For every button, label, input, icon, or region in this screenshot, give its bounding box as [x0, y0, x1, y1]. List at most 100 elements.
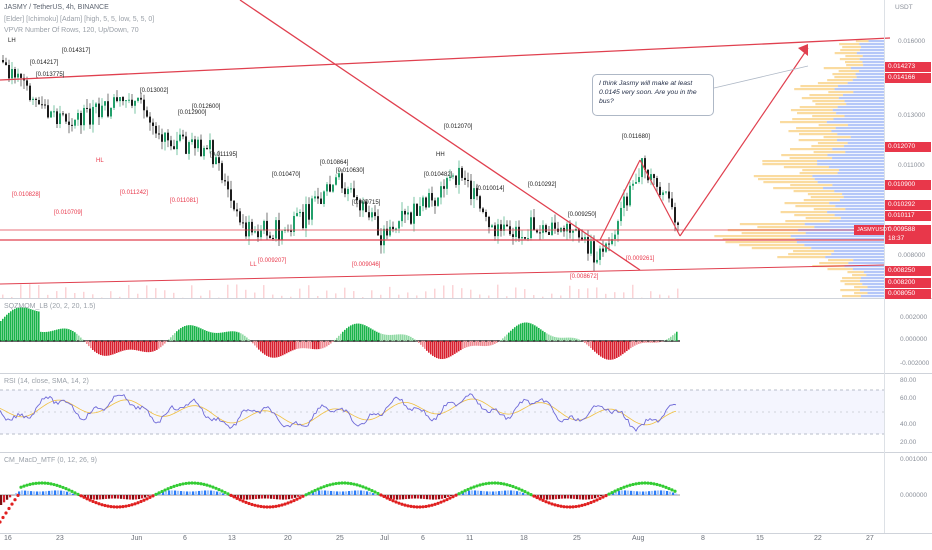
- macd-bar: [132, 495, 135, 500]
- momentum-title[interactable]: SQZMOM_LB (20, 2, 20, 1.5): [4, 303, 96, 310]
- candle-body: [188, 142, 190, 154]
- momentum-bar: [456, 341, 458, 353]
- macd-line-point: [310, 490, 314, 494]
- macd-line-point: [316, 487, 320, 491]
- momentum-bar: [302, 341, 304, 349]
- momentum-bar: [2, 318, 4, 341]
- macd-bar: [630, 490, 633, 495]
- squeeze-dot: [311, 340, 313, 342]
- pane-divider[interactable]: [0, 298, 932, 299]
- momentum-tick: 0.000000: [900, 336, 927, 343]
- volume-bar: [308, 285, 310, 298]
- price-chart[interactable]: [0, 0, 932, 298]
- macd-bar: [294, 495, 297, 498]
- macd-line-point: [193, 481, 197, 485]
- pane-divider[interactable]: [0, 373, 932, 374]
- vpvr-up-bar: [839, 43, 860, 46]
- candle-body: [248, 221, 250, 237]
- candle-body: [239, 211, 241, 223]
- pane-divider[interactable]: [0, 452, 932, 453]
- candle-body: [491, 225, 493, 228]
- macd-bar: [45, 491, 48, 495]
- momentum-bar: [80, 337, 82, 341]
- macd-line-point: [304, 493, 308, 497]
- macd-bar: [66, 491, 69, 495]
- momentum-bar: [130, 341, 132, 350]
- squeeze-dot: [119, 340, 121, 342]
- momentum-bar: [524, 322, 526, 341]
- momentum-bar: [38, 311, 40, 341]
- momentum-bar: [330, 341, 332, 344]
- macd-line-point: [259, 504, 263, 509]
- macd-line-point: [250, 502, 254, 507]
- macd-line-point: [313, 488, 317, 493]
- vpvr-up-bar: [834, 76, 857, 79]
- momentum-bar: [238, 332, 240, 341]
- momentum-bar: [360, 323, 362, 341]
- macd-bar: [15, 493, 18, 495]
- macd-line-point: [271, 505, 275, 509]
- momentum-bar: [188, 325, 190, 341]
- momentum-bar: [674, 333, 676, 341]
- momentum-bar: [496, 341, 498, 343]
- macd-bar: [96, 495, 99, 500]
- momentum-bar: [112, 341, 114, 355]
- time-tick: 6: [421, 535, 425, 542]
- vpvr-down-bar: [832, 148, 884, 151]
- price-scale[interactable]: USDT: [884, 0, 932, 533]
- macd-bar: [567, 495, 570, 499]
- macd-title[interactable]: CM_MacD_MTF (0, 12, 26, 9): [4, 457, 97, 464]
- macd-bar: [3, 495, 6, 503]
- price-pane[interactable]: I think Jasmy will make at least 0.0145 …: [0, 0, 932, 298]
- macd-line-point: [181, 482, 185, 486]
- rsi-title[interactable]: RSI (14, close, SMA, 14, 2): [4, 378, 89, 385]
- indicator-legend[interactable]: [Elder] [Ichimoku] [Adam] [high, 5, 5, l…: [4, 16, 155, 23]
- momentum-bar: [468, 341, 470, 347]
- momentum-bar: [26, 307, 28, 341]
- candle-body: [83, 107, 85, 126]
- candle-body: [155, 125, 157, 134]
- macd-line-point: [613, 489, 617, 493]
- vpvr-legend[interactable]: VPVR Number Of Rows, 120, Up/Down, 70: [4, 27, 139, 34]
- macd-line-point: [64, 487, 68, 491]
- price-tick: 0.011000: [898, 162, 925, 169]
- volume-bar: [290, 296, 292, 298]
- macd-bar: [339, 491, 342, 495]
- candle-body: [5, 62, 7, 66]
- candle-body: [92, 106, 94, 125]
- momentum-bar: [322, 341, 324, 349]
- volume-bar: [488, 295, 490, 298]
- candle-body: [299, 211, 301, 214]
- candle-body: [377, 216, 379, 236]
- candle-body: [32, 98, 34, 101]
- candle-body: [302, 211, 304, 229]
- candle-body: [26, 80, 28, 86]
- swing-label: [0.009207]: [258, 258, 287, 264]
- rsi-pane[interactable]: 80.00 60.00 40.00 20.00 RSI (14, close, SMA…: [0, 374, 932, 452]
- swing-label: [0.008672]: [570, 274, 599, 280]
- candle-body: [449, 176, 451, 179]
- macd-pane[interactable]: 0.001000 0.000000 CM_MacD_MTF (0, 12, 26,…: [0, 453, 932, 533]
- price-tag: 0.014166: [885, 73, 931, 83]
- macd-line-point: [406, 504, 410, 508]
- swing-label: [0.010014]: [476, 186, 505, 192]
- candle-body: [125, 100, 127, 102]
- macd-line-point: [346, 481, 350, 485]
- candle-body: [227, 181, 229, 190]
- volume-bar: [146, 285, 148, 298]
- momentum-bar: [500, 339, 502, 341]
- squeeze-dot: [509, 340, 511, 342]
- idea-note[interactable]: I think Jasmy will make at least 0.0145 …: [592, 74, 714, 116]
- candle-body: [356, 197, 358, 201]
- momentum-bar: [40, 331, 42, 341]
- momentum-bar: [532, 324, 534, 341]
- macd-bar: [543, 495, 546, 500]
- momentum-bar: [564, 337, 566, 341]
- macd-bar: [108, 495, 111, 499]
- momentum-bar: [434, 341, 436, 358]
- candle-body: [59, 113, 61, 125]
- candle-body: [386, 228, 388, 236]
- vpvr-down-bar: [834, 88, 884, 91]
- momentum-pane[interactable]: 0.002000 0.000000 -0.002000 SQZMOM_LB (20,…: [0, 299, 932, 373]
- macd-line-point: [454, 493, 458, 497]
